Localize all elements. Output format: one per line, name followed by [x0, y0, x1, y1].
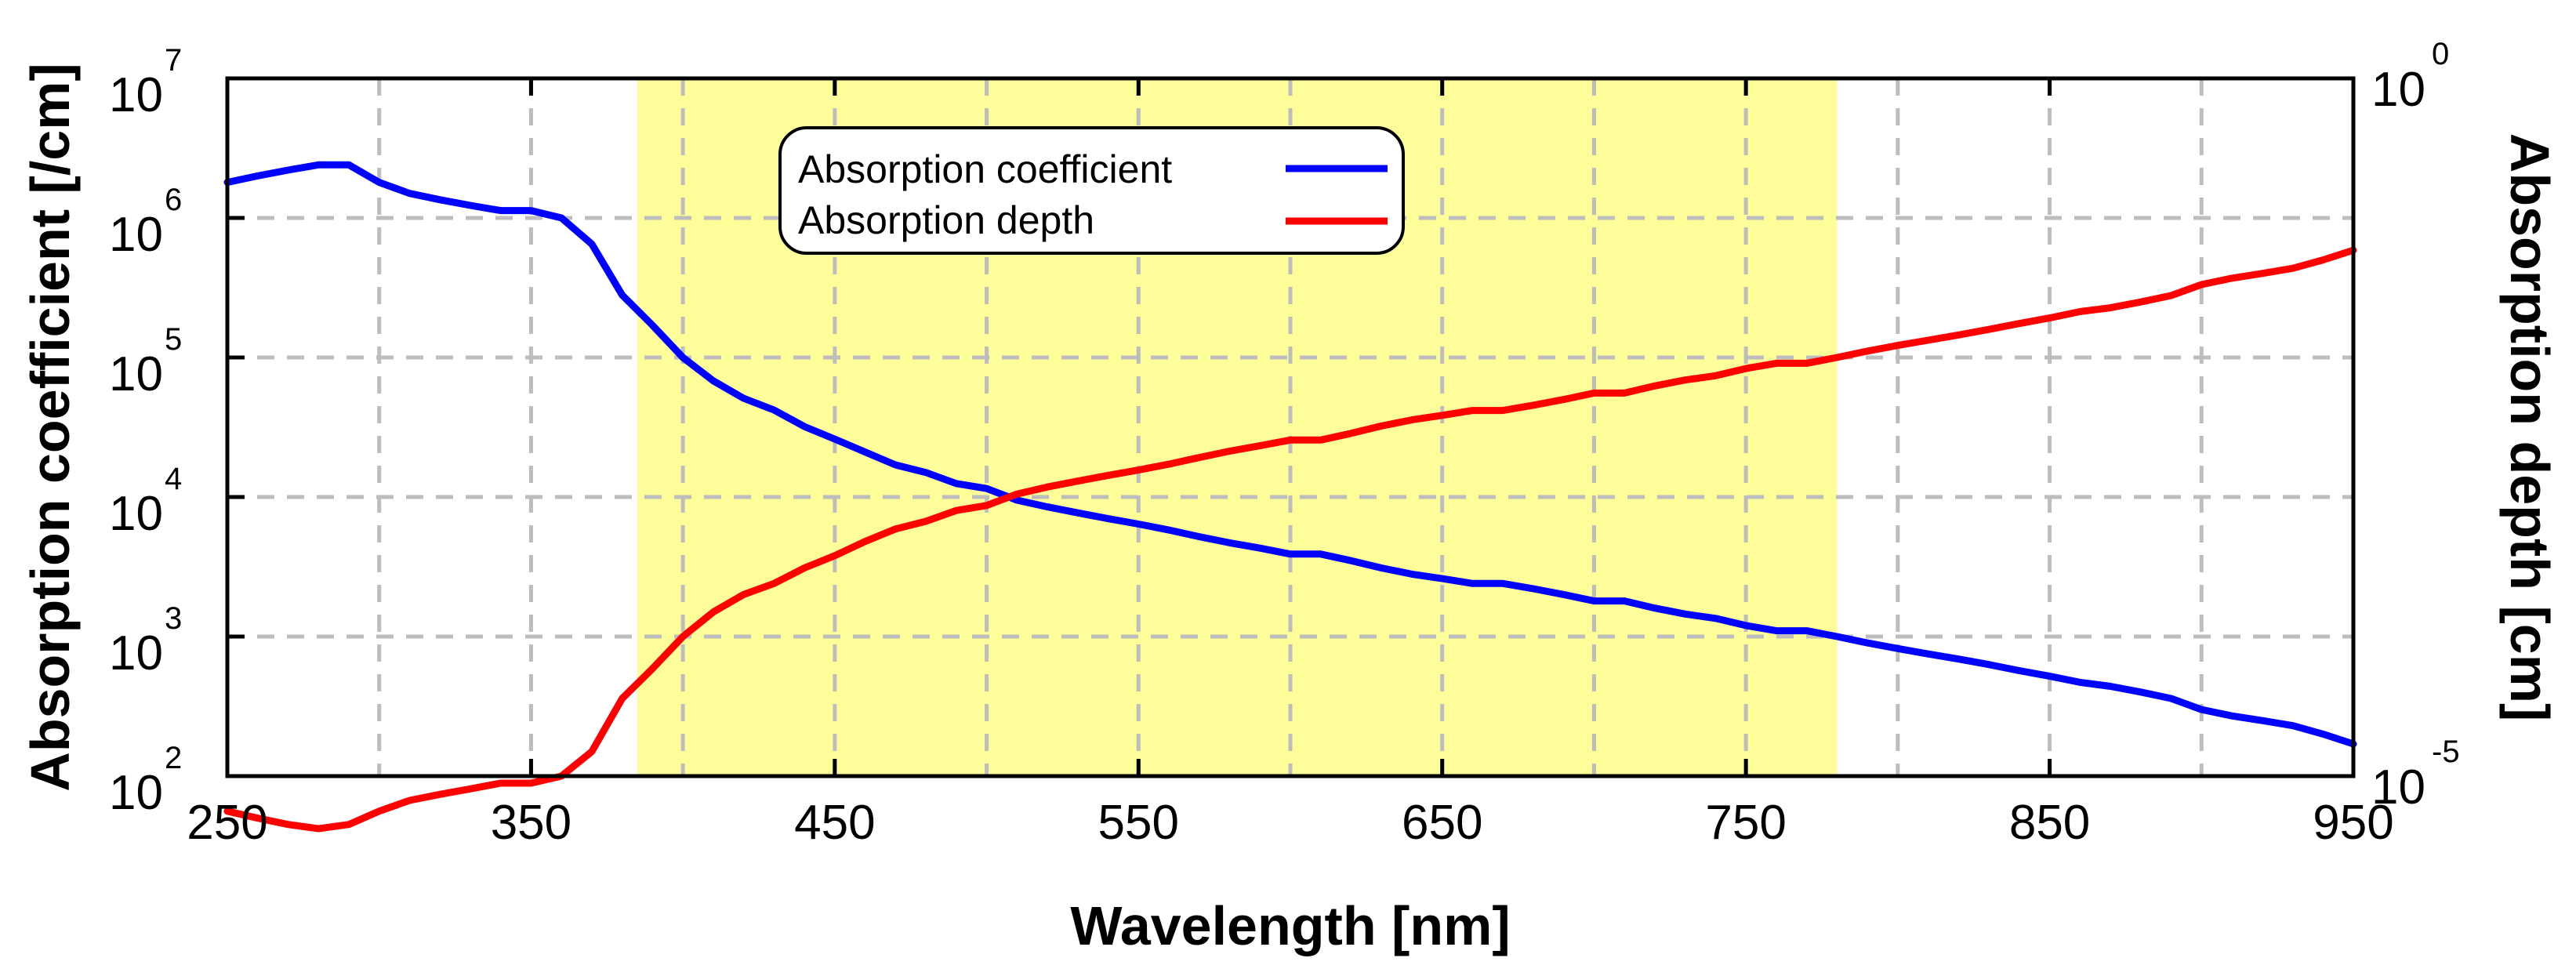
y-tick-label: 10: [109, 766, 163, 820]
legend-box: [778, 126, 1405, 255]
series-layer: [223, 161, 2357, 833]
tick-layer: [225, 76, 2356, 778]
x-axis-title: Wavelength [nm]: [1070, 895, 1510, 956]
x-tick-label: 750: [1705, 796, 1786, 850]
y-tick-exponent: 4: [165, 462, 182, 496]
y-axis-title: Absorption coefficient [/cm]: [20, 63, 81, 791]
y-tick-exponent: 3: [165, 601, 182, 636]
y2-tick-exponent: 0: [2432, 37, 2449, 71]
y-tick-label: 10: [109, 68, 163, 122]
y-tick-exponent: 6: [165, 183, 182, 217]
legend: Absorption coefficient Absorption depth: [778, 126, 1405, 255]
x-tick-label: 250: [187, 796, 267, 850]
y-tick-label: 10: [109, 347, 163, 401]
y2-tick-exponent: -5: [2432, 735, 2460, 769]
plot-frame: [225, 76, 2356, 778]
y2-axis-title: Absorption depth [cm]: [2499, 133, 2560, 721]
y-tick-exponent: 7: [165, 43, 182, 78]
y-tick-label: 10: [109, 208, 163, 262]
y2-tick-label: 10: [2371, 760, 2425, 815]
y-tick-exponent: 5: [165, 322, 182, 357]
x-tick-label: 450: [794, 796, 875, 850]
x-tick-label: 550: [1098, 796, 1179, 850]
tick-label-layer: 250 350 450 550 650 750 850 9501021031041051061…: [109, 37, 2460, 850]
series-line-absorption-depth: [223, 246, 2357, 833]
y-tick-label: 10: [109, 487, 163, 541]
x-tick-label: 950: [2313, 796, 2393, 850]
legend-label-absorption-depth: Absorption depth: [798, 198, 1094, 242]
grid-layer: [227, 78, 2353, 776]
x-tick-label: 850: [2009, 796, 2090, 850]
legend-label-absorption-coefficient: Absorption coefficient: [798, 147, 1172, 191]
series-line-absorption-coefficient: [223, 161, 2357, 748]
y-tick-exponent: 2: [165, 741, 182, 775]
x-tick-label: 350: [491, 796, 571, 850]
x-tick-label: 650: [1402, 796, 1482, 850]
y-tick-label: 10: [109, 626, 163, 680]
y2-tick-label: 10: [2371, 63, 2425, 117]
